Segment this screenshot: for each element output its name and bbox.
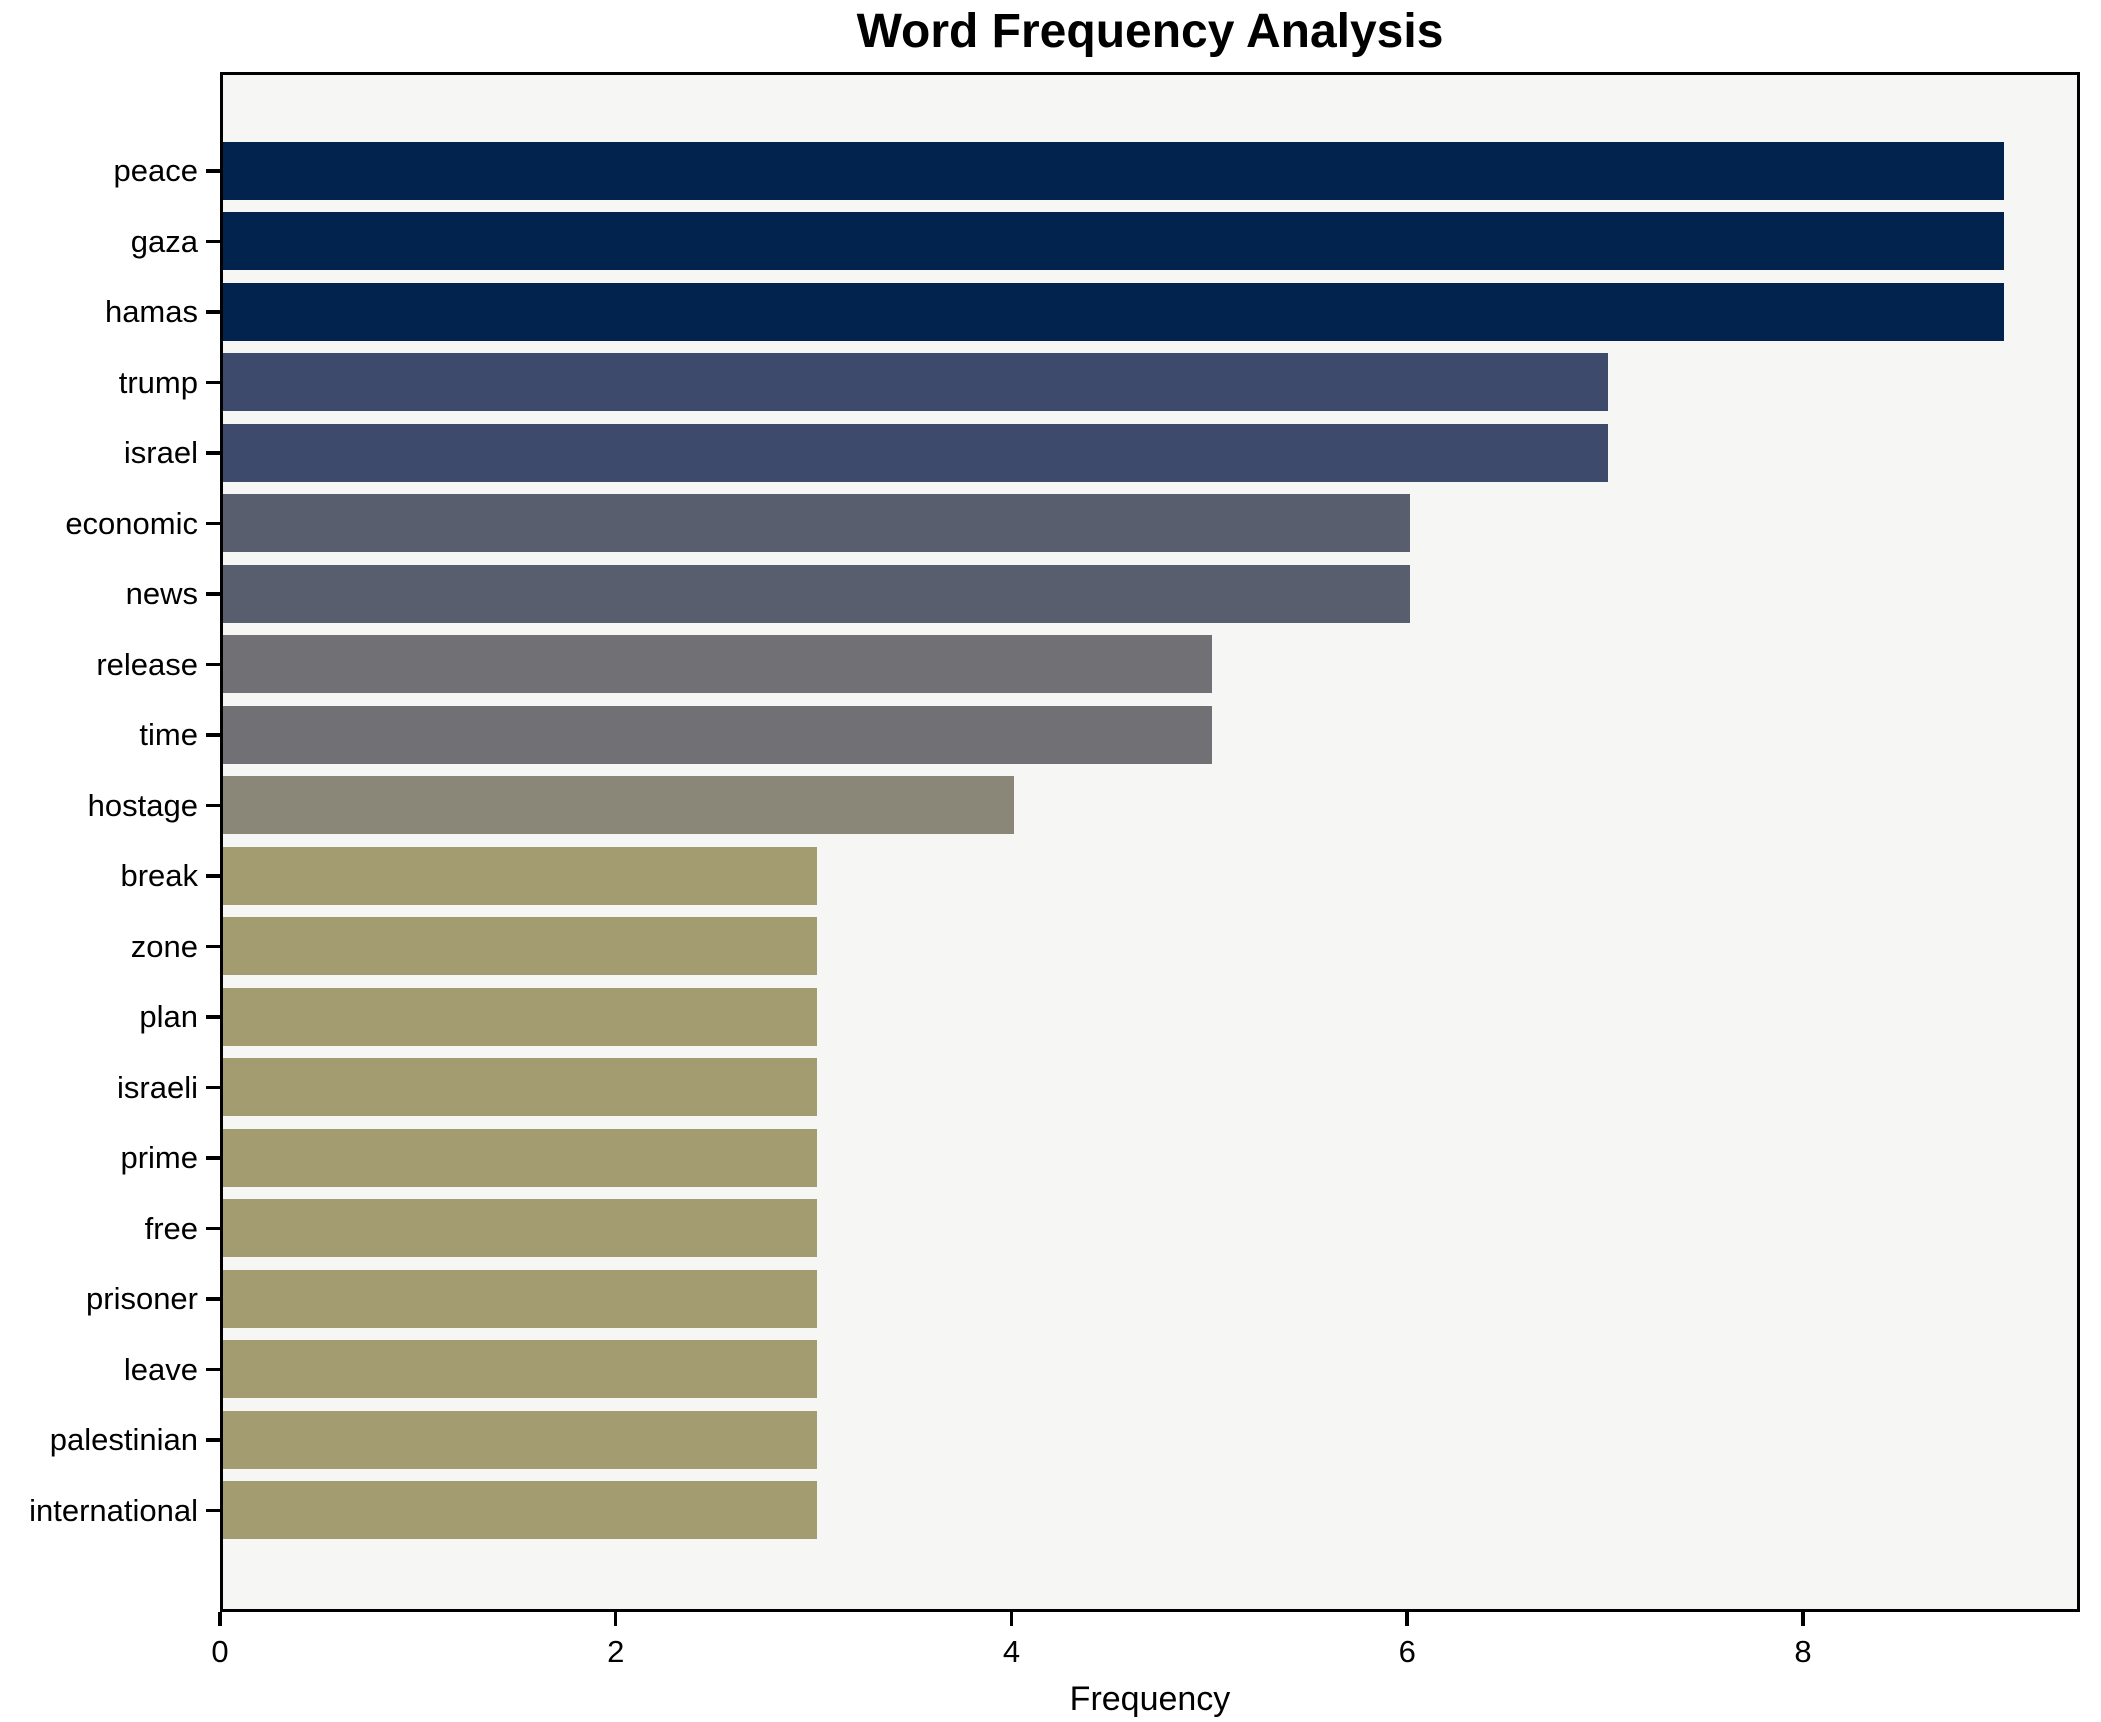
bar-zone [223,917,817,975]
y-tick-mark [206,451,220,455]
y-tick-label-release: release [96,646,198,682]
y-tick-mark [206,310,220,314]
y-tick-mark [206,662,220,667]
bar-prisoner [223,1269,817,1328]
y-tick-label-gaza: gaza [130,223,198,259]
y-tick-label-international: international [29,1492,198,1528]
y-tick-label-plan: plan [139,999,198,1034]
y-tick-label-israeli: israeli [117,1069,198,1105]
y-tick-mark [206,1085,220,1090]
bar-free [223,1199,817,1257]
bar-international [223,1481,817,1539]
bar-economic [223,494,1411,552]
y-tick-mark [206,1156,220,1160]
bar-hostage [223,776,1015,834]
x-tick-mark [1009,1612,1014,1626]
bar-plan [223,987,817,1046]
y-tick-label-prime: prime [120,1140,198,1175]
bar-palestinian [223,1410,817,1469]
y-tick-mark [206,521,220,526]
y-tick-mark [206,1367,220,1372]
x-tick-label-0: 0 [211,1634,229,1669]
y-tick-label-break: break [120,858,198,893]
chart-title: Word Frequency Analysis [856,5,1444,58]
bar-gaza [223,212,2004,270]
y-tick-mark [206,733,220,737]
bar-leave [223,1340,817,1398]
y-tick-mark [206,1226,220,1231]
x-tick-label-6: 6 [1398,1634,1416,1669]
bar-israel [223,423,1609,482]
y-tick-label-prisoner: prisoner [86,1281,198,1316]
bar-break [223,846,817,905]
y-tick-label-hostage: hostage [87,787,198,823]
bar-prime [223,1128,817,1187]
bar-peace [223,141,2004,200]
x-tick-mark [218,1612,222,1626]
y-tick-label-palestinian: palestinian [49,1422,198,1457]
bar-israeli [223,1058,817,1116]
plot-area [220,72,2080,1612]
y-tick-mark [206,1015,220,1019]
y-tick-mark [206,1297,220,1301]
bar-time [223,705,1213,764]
x-tick-mark [1801,1612,1805,1626]
y-tick-label-trump: trump [118,364,198,400]
y-tick-label-israel: israel [123,435,198,470]
y-tick-mark [206,380,220,385]
x-tick-mark [1405,1612,1409,1626]
y-tick-mark [206,169,220,173]
x-tick-label-8: 8 [1794,1634,1812,1669]
y-tick-mark [206,592,220,596]
x-tick-mark [613,1612,618,1626]
x-tick-label-4: 4 [1002,1634,1021,1669]
y-tick-label-news: news [125,576,198,611]
bar-trump [223,353,1609,411]
y-tick-label-free: free [144,1210,198,1246]
y-tick-label-economic: economic [65,505,198,541]
bar-news [223,564,1411,623]
y-tick-mark [206,803,220,808]
y-tick-mark [206,239,220,244]
y-tick-mark [206,874,220,878]
y-tick-mark [206,1438,220,1442]
y-tick-label-zone: zone [130,928,198,964]
x-tick-label-2: 2 [607,1634,625,1669]
bar-release [223,635,1213,693]
bar-hamas [223,282,2004,341]
y-tick-label-time: time [139,717,198,752]
x-axis-title: Frequency [1069,1680,1231,1718]
y-tick-label-peace: peace [113,153,198,188]
y-tick-label-hamas: hamas [104,294,198,329]
y-tick-label-leave: leave [123,1351,198,1387]
y-tick-mark [206,944,220,949]
y-tick-mark [206,1508,220,1513]
